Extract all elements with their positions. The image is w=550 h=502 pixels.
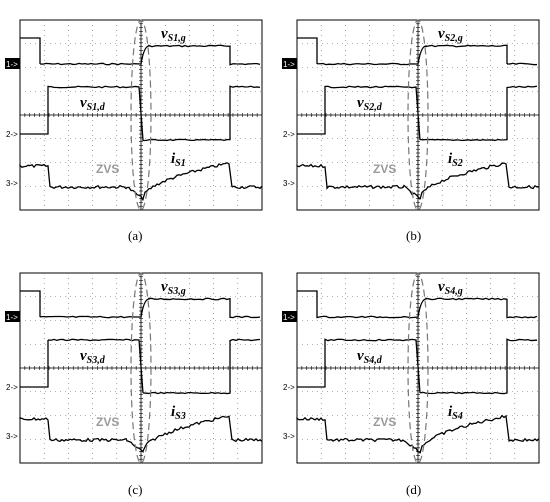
label-is-sub: S2: [452, 158, 463, 169]
label-vsg-sub: S1,g: [168, 33, 186, 44]
channel-marker-1: 1->: [283, 313, 295, 322]
channel-marker-3: 3->: [6, 432, 18, 441]
channel-marker-2: 2->: [6, 383, 18, 392]
channel-marker-1: 1->: [283, 60, 295, 69]
zvs-ellipse: [407, 272, 429, 464]
trace-is: [296, 414, 540, 454]
label-vsg-sub: S4,g: [445, 286, 463, 297]
channel-marker-box: [282, 58, 297, 69]
label-is-sub: S1: [175, 158, 186, 169]
caption-b: (b): [406, 228, 422, 243]
trace-is: [19, 415, 263, 454]
zvs-ellipse: [130, 272, 152, 464]
label-vsg-sub: S2,g: [445, 33, 463, 44]
trace-vsd: [297, 85, 538, 142]
label-vsg-sub: S3,g: [168, 286, 186, 297]
trace-is: [296, 162, 540, 200]
channel-marker-box: [282, 311, 297, 322]
channel-marker-3: 3->: [6, 179, 18, 188]
channel-marker-2: 2->: [6, 130, 18, 139]
channel-marker-1: 1->: [6, 313, 18, 322]
label-vsd-sub: S3,d: [87, 355, 106, 366]
caption-c: (c): [128, 482, 143, 497]
zvs-ellipse: [407, 19, 429, 211]
trace-vsg: [20, 290, 261, 319]
channel-marker-2: 2->: [283, 383, 295, 392]
channel-marker-1: 1->: [6, 60, 18, 69]
zvs-label: ZVS: [373, 415, 396, 429]
trace-vsg: [297, 37, 538, 66]
channel-marker-box: [5, 58, 20, 69]
zvs-label: ZVS: [96, 162, 119, 176]
zvs-label: ZVS: [373, 162, 396, 176]
trace-vsg: [20, 37, 261, 66]
caption-a: (a): [128, 228, 143, 243]
channel-marker-3: 3->: [283, 432, 295, 441]
trace-vsd: [20, 85, 261, 142]
channel-marker-2: 2->: [283, 130, 295, 139]
caption-d: (d): [406, 482, 422, 497]
trace-vsd: [297, 338, 538, 395]
zvs-label: ZVS: [96, 415, 119, 429]
zvs-ellipse: [130, 19, 152, 211]
trace-is: [19, 162, 263, 201]
label-vsd-sub: S1,d: [87, 102, 106, 113]
label-vsd-sub: S2,d: [364, 102, 383, 113]
label-is-sub: S4: [452, 411, 463, 422]
label-is-sub: S3: [175, 411, 186, 422]
trace-vsd: [20, 338, 261, 395]
channel-marker-box: [5, 311, 20, 322]
channel-marker-3: 3->: [283, 179, 295, 188]
label-vsd-sub: S4,d: [364, 355, 383, 366]
trace-vsg: [297, 290, 538, 319]
